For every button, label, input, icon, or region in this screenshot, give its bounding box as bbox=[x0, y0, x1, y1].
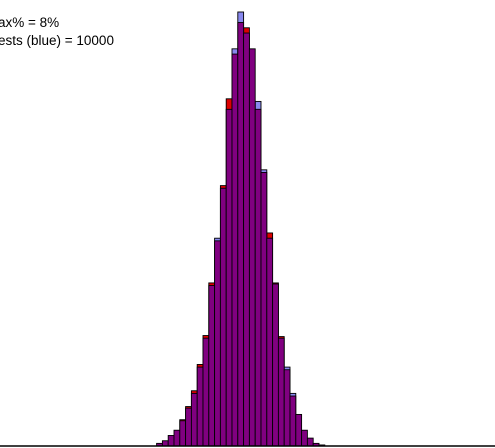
overlap-series bbox=[156, 22, 326, 447]
tests-count-label: ests (blue) = 10000 bbox=[0, 33, 114, 48]
overlap-bar-5 bbox=[173, 429, 181, 447]
overlap-bar-9 bbox=[196, 366, 204, 447]
overlap-bar-4 bbox=[167, 435, 175, 447]
overlap-bar-16 bbox=[237, 22, 245, 447]
overlap-bar-24 bbox=[283, 369, 291, 447]
overlap-bar-21 bbox=[266, 237, 274, 447]
overlap-bar-18 bbox=[248, 48, 256, 447]
overlap-bar-6 bbox=[179, 420, 187, 447]
overlap-bar-15 bbox=[231, 53, 239, 447]
overlap-bar-26 bbox=[295, 413, 303, 447]
max-percent-label: ax% = 8% bbox=[0, 15, 59, 30]
overlap-bar-20 bbox=[260, 171, 268, 447]
overlap-bar-23 bbox=[277, 337, 285, 447]
overlap-bar-8 bbox=[190, 392, 198, 447]
overlap-bar-10 bbox=[202, 337, 210, 447]
overlap-bar-3 bbox=[161, 440, 169, 447]
overlap-bar-22 bbox=[272, 283, 279, 447]
overlap-bar-7 bbox=[185, 407, 192, 447]
overlap-bar-19 bbox=[254, 108, 262, 447]
overlap-bar-11 bbox=[208, 285, 216, 447]
overlap-bar-13 bbox=[219, 187, 227, 447]
overlap-bar-28 bbox=[306, 437, 314, 447]
overlap-bar-25 bbox=[289, 395, 297, 447]
overlap-bar-17 bbox=[243, 32, 250, 447]
overlap-bar-12 bbox=[214, 240, 221, 447]
overlap-bar-27 bbox=[301, 429, 308, 447]
overlap-bar-14 bbox=[225, 108, 233, 447]
